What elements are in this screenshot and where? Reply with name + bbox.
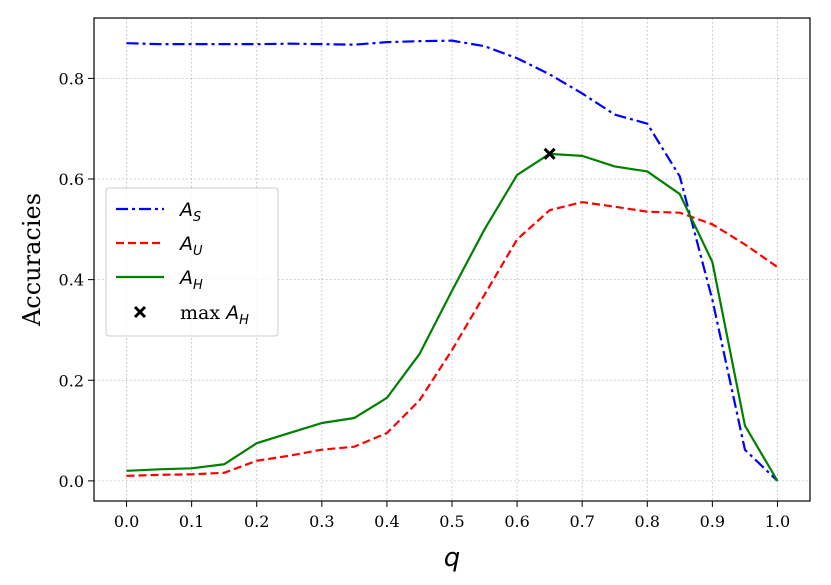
max-marker <box>543 147 556 160</box>
x-tick-label: 0.7 <box>569 512 594 531</box>
x-tick-label: 0.5 <box>439 512 464 531</box>
y-tick-label: 0.6 <box>59 170 84 189</box>
y-tick-label: 0.4 <box>59 271 84 290</box>
series-line-u <box>126 201 779 477</box>
series-line-h <box>126 152 779 482</box>
y-tick-label: 0.8 <box>59 69 84 88</box>
x-tick-label: 0.8 <box>635 512 660 531</box>
y-tick-label: 0.0 <box>59 472 84 491</box>
legend: AS AU AH max AH <box>105 187 279 337</box>
series-line-s <box>126 39 779 482</box>
legend-label: AS <box>178 199 201 225</box>
y-axis-ticks: 0.0 0.2 0.4 0.6 0.8 <box>59 69 94 491</box>
x-axis-label: q <box>444 543 461 573</box>
x-tick-label: 0.9 <box>700 512 725 531</box>
x-tick-label: 0.3 <box>309 512 334 531</box>
legend-label: AH <box>178 267 203 293</box>
legend-label: AU <box>178 233 203 259</box>
legend-label-max: max AH <box>180 302 249 328</box>
y-tick-label: 0.2 <box>59 371 84 390</box>
x-tick-label: 0.4 <box>374 512 399 531</box>
x-tick-label: 0.0 <box>114 512 139 531</box>
series-lines <box>126 39 779 482</box>
legend-box <box>105 187 279 337</box>
x-tick-label: 0.2 <box>244 512 269 531</box>
y-axis-label: Accuracies <box>18 193 46 327</box>
x-tick-label: 0.1 <box>179 512 204 531</box>
legend-swatch-max <box>133 305 147 319</box>
max-point-marker <box>543 147 556 160</box>
x-axis-ticks: 0.0 0.1 0.2 0.3 0.4 0.5 0.6 0.7 0.8 0.9 1.0 <box>114 501 790 531</box>
x-tick-label: 1.0 <box>765 512 790 531</box>
x-tick-label: 0.6 <box>504 512 529 531</box>
